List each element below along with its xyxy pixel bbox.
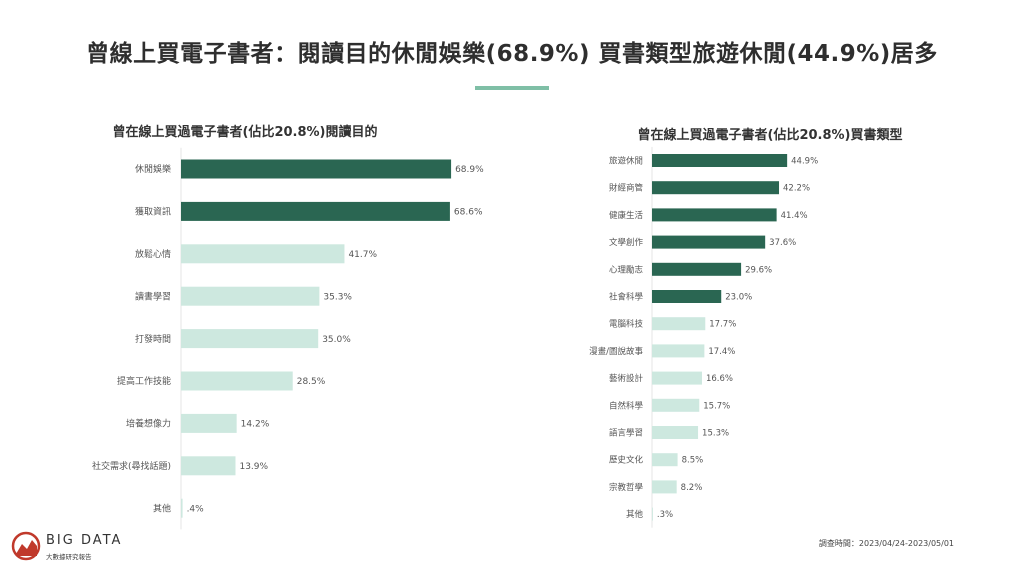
category-label: 宗教哲學 bbox=[609, 482, 644, 493]
value-label: 28.5% bbox=[297, 377, 326, 387]
category-label: 藝術設計 bbox=[609, 373, 644, 384]
bar bbox=[652, 262, 742, 276]
category-label: 語言學習 bbox=[609, 427, 643, 438]
category-label: 其他 bbox=[153, 502, 171, 514]
value-label: .3% bbox=[657, 510, 673, 520]
bar bbox=[652, 426, 699, 439]
value-label: 23.0% bbox=[725, 292, 752, 302]
category-label: 漫畫/圖說故事 bbox=[589, 346, 643, 357]
value-label: 8.2% bbox=[681, 483, 703, 493]
category-label: 心理勵志 bbox=[609, 264, 644, 275]
category-label: 社會科學 bbox=[609, 291, 644, 302]
bar bbox=[652, 507, 653, 521]
page-title: 曾線上買電子書者：閱讀目的休閒娛樂(68.9%) 買書類型旅遊休閒(44.9%)… bbox=[86, 41, 938, 67]
bar bbox=[181, 244, 345, 264]
value-label: 17.7% bbox=[709, 320, 736, 330]
value-label: 68.9% bbox=[455, 165, 484, 175]
category-label: 旅遊休閒 bbox=[609, 155, 643, 166]
survey-date: 調查時間：2023/04/24-2023/05/01 bbox=[818, 539, 954, 548]
bar bbox=[181, 498, 183, 518]
value-label: 8.5% bbox=[682, 456, 704, 466]
logo-icon bbox=[11, 531, 41, 561]
bar bbox=[652, 344, 705, 358]
bar bbox=[652, 290, 722, 303]
bar bbox=[652, 317, 706, 331]
bar bbox=[181, 371, 293, 391]
value-label: 37.6% bbox=[769, 238, 796, 248]
value-label: 68.6% bbox=[454, 208, 483, 218]
bar bbox=[652, 235, 766, 249]
category-label: 社交需求(尋找話題) bbox=[92, 460, 171, 472]
category-label: 獲取資訊 bbox=[135, 206, 171, 218]
category-label: 讀書學習 bbox=[135, 290, 171, 302]
value-label: 29.6% bbox=[745, 265, 772, 275]
bar bbox=[181, 329, 319, 349]
chart-title-reading-purpose: 曾在線上買過電子書者(佔比20.8%)閱讀目的 bbox=[112, 125, 378, 140]
value-label: 41.7% bbox=[348, 250, 377, 260]
value-label: .4% bbox=[187, 504, 205, 514]
category-label: 打發時間 bbox=[135, 333, 171, 345]
category-label: 其他 bbox=[626, 509, 644, 520]
value-label: 14.2% bbox=[241, 420, 270, 430]
category-label: 健康生活 bbox=[609, 210, 644, 221]
bar bbox=[652, 453, 678, 467]
chart-title-book-types: 曾在線上買過電子書者(佔比20.8%)買書類型 bbox=[637, 128, 903, 143]
value-label: 13.9% bbox=[239, 462, 268, 472]
category-label: 電腦科技 bbox=[609, 319, 644, 330]
value-label: 35.0% bbox=[322, 335, 351, 345]
value-label: 15.7% bbox=[703, 401, 730, 411]
value-label: 35.3% bbox=[323, 292, 352, 302]
bar bbox=[652, 398, 700, 412]
value-label: 41.4% bbox=[781, 211, 808, 221]
value-label: 17.4% bbox=[708, 347, 735, 357]
value-label: 16.6% bbox=[706, 374, 733, 384]
category-label: 培養想像力 bbox=[126, 418, 171, 430]
value-label: 15.3% bbox=[702, 428, 729, 438]
bar bbox=[181, 456, 236, 476]
category-label: 文學創作 bbox=[609, 237, 644, 248]
category-label: 放鬆心情 bbox=[135, 248, 171, 260]
value-label: 42.2% bbox=[783, 184, 810, 194]
bar bbox=[652, 480, 677, 494]
bar bbox=[652, 371, 702, 385]
category-label: 提高工作技能 bbox=[117, 375, 171, 387]
bar bbox=[652, 154, 788, 167]
title-underline bbox=[475, 86, 549, 90]
big-data-logo: BIG DATA 大數據研究報告 bbox=[10, 530, 140, 568]
logo-subtitle: 大數據研究報告 bbox=[46, 553, 92, 561]
category-label: 歷史文化 bbox=[609, 455, 644, 466]
category-label: 財經商管 bbox=[609, 183, 643, 194]
bar bbox=[652, 181, 780, 195]
bar bbox=[181, 413, 237, 433]
category-label: 自然科學 bbox=[609, 400, 644, 411]
bar bbox=[652, 208, 777, 222]
bar bbox=[181, 159, 452, 179]
logo-brand: BIG DATA bbox=[46, 533, 123, 548]
bar bbox=[181, 286, 320, 306]
category-label: 休閒娛樂 bbox=[135, 163, 171, 175]
value-label: 44.9% bbox=[791, 156, 818, 166]
bar bbox=[181, 201, 450, 221]
